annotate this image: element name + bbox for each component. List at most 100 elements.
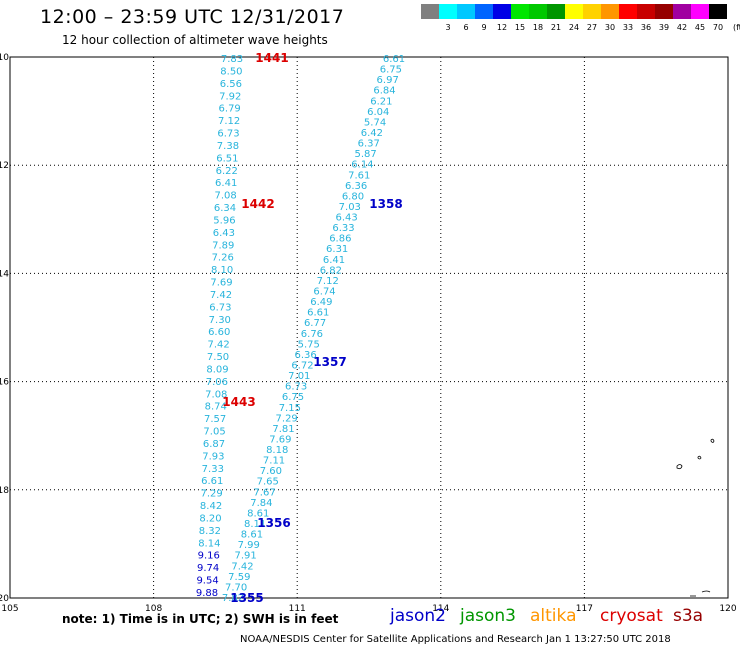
wave-height-value: 6.21 — [370, 96, 392, 107]
wave-height-value: 8.09 — [206, 364, 228, 375]
wave-height-value: 6.80 — [342, 191, 364, 202]
wave-height-value: 6.34 — [214, 203, 236, 214]
legend-swatch — [493, 4, 511, 19]
wave-height-value: 7.57 — [204, 414, 226, 425]
wave-height-value: 6.41 — [215, 178, 237, 189]
wave-height-value: 7.93 — [202, 451, 224, 462]
wave-height-value: 7.81 — [272, 424, 294, 435]
wave-height-value: 8.10 — [211, 265, 233, 276]
legend-swatch — [655, 4, 673, 19]
wave-height-value: 8.18 — [266, 445, 288, 456]
wave-height-value: 7.89 — [212, 240, 234, 251]
satellite-name: jason2 — [390, 606, 446, 626]
wave-height-value: 6.79 — [219, 104, 241, 115]
legend-swatch — [511, 4, 529, 19]
wave-height-value: 8.74 — [205, 402, 227, 413]
wave-height-value: 7.30 — [209, 315, 231, 326]
wave-height-value: 6.22 — [216, 166, 238, 177]
map-frame — [9, 56, 729, 599]
legend-label: 21 — [550, 23, 562, 32]
wave-height-value: 7.38 — [217, 141, 239, 152]
wave-height-value: 5.74 — [364, 117, 386, 128]
legend-swatch — [601, 4, 619, 19]
legend-swatch — [529, 4, 547, 19]
lat-tick-label: -18 — [0, 486, 9, 496]
legend-swatch — [691, 4, 709, 19]
island-outlines — [676, 438, 715, 597]
wave-height-value: 6.82 — [320, 265, 342, 276]
wave-height-value: 8.42 — [200, 501, 222, 512]
pass-number-label: 1356 — [257, 516, 290, 530]
wave-height-value: 6.43 — [336, 213, 358, 224]
wave-height-value: 6.87 — [203, 439, 225, 450]
wave-height-value: 7.26 — [212, 253, 234, 264]
wave-height-value: 7.92 — [219, 91, 241, 102]
wave-height-value: 7.42 — [231, 561, 253, 572]
wave-height-value: 6.73 — [285, 382, 307, 393]
legend-label: 9 — [481, 23, 487, 32]
wave-height-value: 7.99 — [238, 540, 260, 551]
lon-tick-label: 111 — [289, 604, 306, 614]
satellite-name: altika — [530, 606, 577, 626]
island-shape — [697, 455, 702, 460]
satellite-name: cryosat — [600, 606, 663, 626]
wave-height-value: 8.61 — [247, 508, 269, 519]
satellite-name: s3a — [673, 606, 704, 626]
legend-label: 12 — [496, 23, 508, 32]
legend-swatch — [673, 4, 691, 19]
wave-height-value: 7.60 — [260, 466, 282, 477]
wave-height-value: 6.33 — [332, 223, 354, 234]
wave-height-value: 7.03 — [339, 202, 361, 213]
lat-tick-label: -16 — [0, 378, 9, 388]
wave-height-value: 6.56 — [220, 79, 242, 90]
pass-labels: 1441 1442 1443 1358 1357 1356 1355 — [222, 51, 402, 605]
wave-height-value: 6.75 — [380, 65, 402, 76]
wave-height-value: 6.42 — [361, 128, 383, 139]
wave-height-value: 6.76 — [301, 329, 323, 340]
wave-height-value: 7.50 — [207, 352, 229, 363]
wave-height-value: 6.31 — [326, 244, 348, 255]
wave-height-value: 9.16 — [198, 551, 220, 562]
legend-label: 27 — [586, 23, 598, 32]
legend-swatch — [439, 4, 457, 19]
legend-label: 15 — [514, 23, 526, 32]
lon-tick-label: 114 — [432, 604, 449, 614]
wave-height-value: 7.15 — [279, 403, 301, 414]
lat-tick-label: -12 — [0, 161, 9, 171]
wave-height-value: 7.33 — [202, 464, 224, 475]
wave-height-value: 7.91 — [234, 551, 256, 562]
wave-height-value: 5.75 — [298, 339, 320, 350]
wave-height-value: 6.73 — [217, 129, 239, 140]
legend-swatch — [475, 4, 493, 19]
wave-height-value: 6.86 — [329, 234, 351, 245]
wave-height-value: 6.77 — [304, 318, 326, 329]
map-subtitle: 12 hour collection of altimeter wave hei… — [62, 33, 328, 47]
wave-height-value: 7.08 — [205, 389, 227, 400]
wave-height-value: 6.49 — [310, 297, 332, 308]
wave-height-value: 6.75 — [282, 392, 304, 403]
wave-height-value: 7.12 — [218, 116, 240, 127]
wave-height-value: 7.61 — [348, 170, 370, 181]
legend-label: 6 — [463, 23, 469, 32]
legend-swatch — [619, 4, 637, 19]
satellite-name: jason3 — [460, 606, 516, 626]
wave-height-value: 8.50 — [220, 66, 242, 77]
wave-height-value: 6.14 — [351, 160, 373, 171]
wave-height-value: 5.96 — [213, 215, 235, 226]
legend-swatch — [583, 4, 601, 19]
wave-height-value: 7.12 — [317, 276, 339, 287]
wave-height-value: 6.04 — [367, 107, 389, 118]
wave-height-value: 6.73 — [209, 302, 231, 313]
wave-height-value: 9.88 — [196, 588, 218, 599]
wave-height-value: 7.84 — [250, 498, 272, 509]
legend-swatch — [565, 4, 583, 19]
axis-tick-labels: 105 108 111 114 117 120 -10 -12 -14 -16 -18 -20 — [0, 53, 737, 614]
lon-tick-label: 117 — [576, 604, 593, 614]
legend-label: 33 — [622, 23, 634, 32]
wave-height-value: 5.87 — [354, 149, 376, 160]
wave-height-value: 6.37 — [358, 139, 380, 150]
legend-label: 3 — [445, 23, 451, 32]
altimeter-tracks: 7.838.506.567.926.797.126.737.386.516.22… — [196, 54, 405, 604]
wave-height-value: 6.60 — [208, 327, 230, 338]
